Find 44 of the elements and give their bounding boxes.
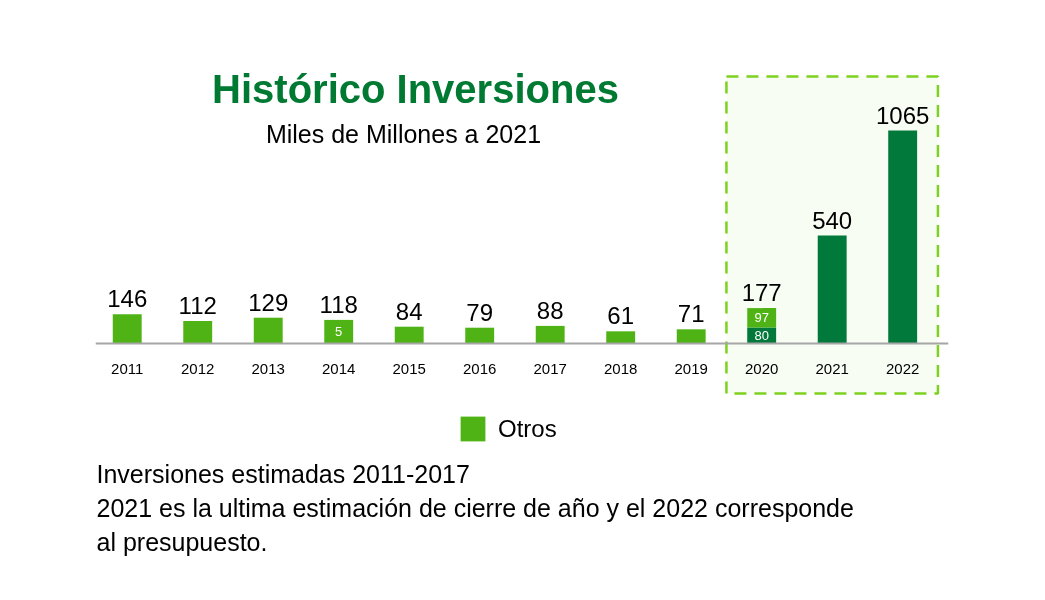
- data-label: 80: [754, 328, 769, 343]
- bar: [112, 314, 142, 344]
- bar: [324, 319, 354, 344]
- total-label: 79: [466, 298, 494, 326]
- total-label: 540: [812, 206, 853, 234]
- total-label: 129: [248, 288, 289, 316]
- x-tick-label: 2015: [392, 359, 426, 377]
- x-tick-label: 2013: [251, 359, 285, 377]
- bar: [747, 308, 777, 328]
- x-tick-label: 2019: [674, 359, 708, 377]
- x-tick-label: 2014: [322, 359, 356, 377]
- bar: [817, 235, 847, 344]
- bar: [535, 325, 565, 344]
- data-label: 97: [754, 310, 769, 326]
- total-label: 61: [607, 302, 635, 330]
- bar: [676, 329, 706, 344]
- bar: [253, 317, 283, 344]
- total-label: 88: [536, 296, 564, 324]
- total-label: 84: [395, 297, 423, 325]
- legend-label: Otros: [498, 414, 557, 443]
- x-tick-label: 2020: [745, 359, 779, 377]
- x-tick-label: 2012: [181, 359, 215, 377]
- bar: [183, 321, 213, 344]
- x-tick-label: 2018: [604, 359, 638, 377]
- x-tick-label: 2016: [463, 359, 497, 377]
- x-tick-label: 2017: [533, 359, 567, 377]
- bar: [465, 327, 495, 344]
- annotation: 5: [335, 324, 343, 340]
- total-label: 1065: [875, 101, 930, 129]
- x-tick-label: 2011: [111, 359, 144, 377]
- chart-title: Histórico Inversiones: [212, 66, 619, 111]
- text: 2021 es la ultima estimación de cierre de año y el 2022 corresponde al presupuesto.: [96, 493, 854, 556]
- x-tick-label: 2022: [885, 359, 920, 377]
- total-label: 177: [741, 279, 782, 307]
- total-label: 112: [178, 292, 217, 320]
- bar: [606, 331, 636, 344]
- total-label: 118: [319, 290, 358, 318]
- chart-subtitle: Miles de Millones a 2021: [265, 119, 542, 148]
- total-label: 71: [677, 300, 705, 328]
- bar: [394, 326, 424, 344]
- total-label: 146: [107, 285, 148, 313]
- x-tick-label: 2021: [815, 359, 849, 377]
- bar: [888, 130, 918, 344]
- text: Inversiones estimadas 2011-2017: [96, 459, 470, 488]
